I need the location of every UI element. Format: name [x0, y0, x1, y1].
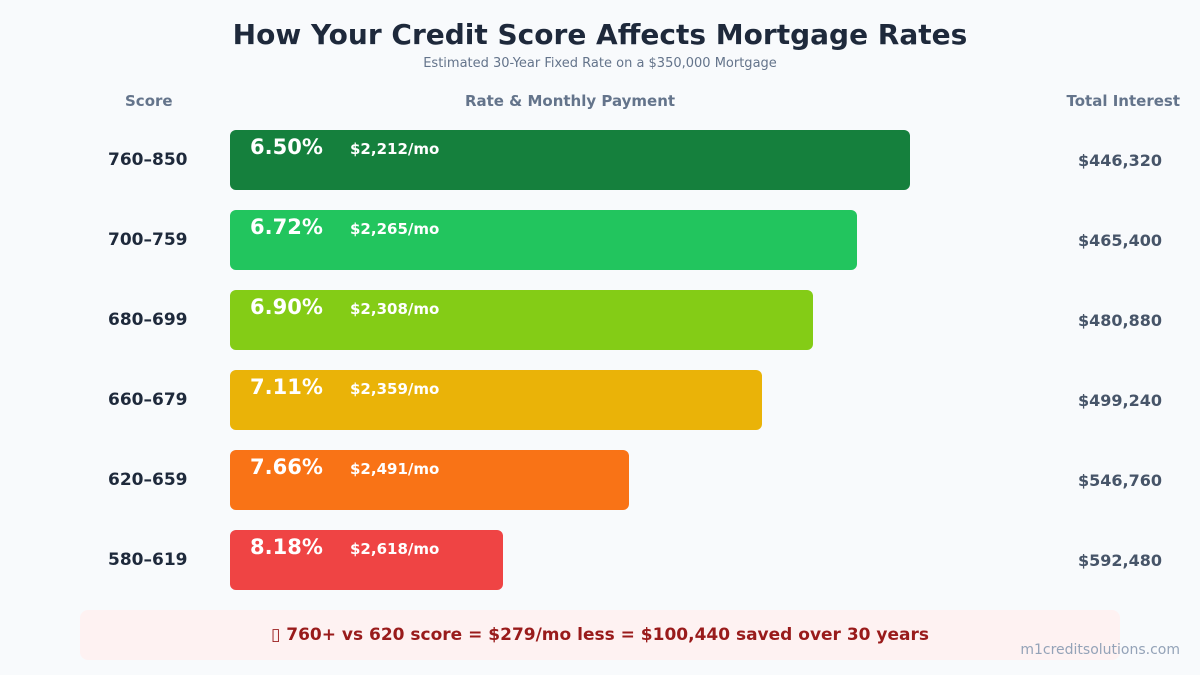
monthly-payment: $2,359/mo: [350, 380, 440, 398]
total-interest: $446,320: [1078, 151, 1163, 170]
chart-title: How Your Credit Score Affects Mortgage R…: [232, 18, 968, 51]
rate-bar: 6.50% $2,212/mo: [230, 130, 910, 190]
rate-value: 7.66%: [250, 455, 323, 479]
score-range: 680–699: [108, 310, 188, 330]
rate-value: 6.50%: [250, 135, 323, 159]
score-range: 760–850: [108, 150, 188, 170]
rate-value: 6.90%: [250, 295, 323, 319]
watermark: m1creditsolutions.com: [1020, 642, 1180, 658]
rate-value: 7.11%: [250, 375, 323, 399]
score-row: 680–699 6.90% $2,308/mo $480,880: [0, 290, 1200, 350]
score-range: 620–659: [108, 470, 188, 490]
monthly-payment: $2,491/mo: [350, 460, 440, 478]
total-interest: $592,480: [1078, 551, 1163, 570]
rate-value: 6.72%: [250, 215, 323, 239]
score-row: 760–850 6.50% $2,212/mo $446,320: [0, 130, 1200, 190]
column-header-score: Score: [125, 92, 173, 110]
rate-bar: 7.66% $2,491/mo: [230, 450, 629, 510]
score-row: 580–619 8.18% $2,618/mo $592,480: [0, 530, 1200, 590]
rate-bar: 6.72% $2,265/mo: [230, 210, 857, 270]
score-row: 700–759 6.72% $2,265/mo $465,400: [0, 210, 1200, 270]
rate-value: 8.18%: [250, 535, 323, 559]
total-interest: $499,240: [1078, 391, 1163, 410]
score-row: 660–679 7.11% $2,359/mo $499,240: [0, 370, 1200, 430]
score-range: 580–619: [108, 550, 188, 570]
column-header-total-interest: Total Interest: [1066, 92, 1180, 110]
monthly-payment: $2,212/mo: [350, 140, 440, 158]
rate-bar: 6.90% $2,308/mo: [230, 290, 813, 350]
column-header-rate: Rate & Monthly Payment: [464, 92, 676, 110]
score-range: 700–759: [108, 230, 188, 250]
total-interest: $465,400: [1078, 231, 1163, 250]
score-range: 660–679: [108, 390, 188, 410]
monthly-payment: $2,308/mo: [350, 300, 440, 318]
score-row: 620–659 7.66% $2,491/mo $546,760: [0, 450, 1200, 510]
rate-bar: 8.18% $2,618/mo: [230, 530, 503, 590]
monthly-payment: $2,265/mo: [350, 220, 440, 238]
chart-subtitle: Estimated 30-Year Fixed Rate on a $350,0…: [423, 56, 777, 71]
rate-bar: 7.11% $2,359/mo: [230, 370, 762, 430]
savings-banner: ▯ 760+ vs 620 score = $279/mo less = $10…: [80, 610, 1120, 660]
total-interest: $546,760: [1078, 471, 1163, 490]
monthly-payment: $2,618/mo: [350, 540, 440, 558]
total-interest: $480,880: [1078, 311, 1163, 330]
